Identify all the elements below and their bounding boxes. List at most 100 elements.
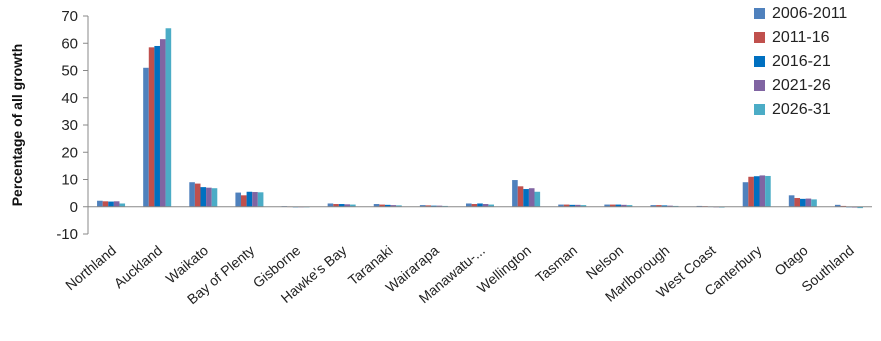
- bar: [119, 203, 126, 207]
- legend-label: 2021-26: [772, 77, 831, 94]
- bar: [563, 204, 570, 207]
- bar: [626, 205, 633, 207]
- bar: [580, 205, 587, 207]
- bar: [517, 186, 524, 207]
- y-tick-label: 60: [61, 35, 78, 52]
- legend-label: 2016-21: [772, 53, 831, 70]
- y-axis: -10 0 10 20 30 40 50 60 70: [56, 8, 89, 243]
- legend-swatch: [754, 104, 765, 115]
- bar: [97, 200, 103, 207]
- bar: [189, 182, 195, 207]
- bar: [794, 198, 801, 207]
- bar: [246, 191, 253, 207]
- y-tick-label: 40: [61, 90, 78, 107]
- bar: [257, 192, 264, 207]
- bar: [759, 175, 766, 207]
- bar: [327, 203, 334, 207]
- bar: [834, 204, 841, 207]
- bar: [857, 206, 863, 209]
- y-axis-label: Percentage of all growth: [9, 44, 25, 207]
- bar: [194, 183, 201, 207]
- bar: [200, 187, 207, 207]
- bar: [108, 201, 114, 207]
- legend-swatch: [754, 56, 765, 67]
- y-tick-label: 50: [61, 63, 78, 80]
- bar: [512, 180, 518, 207]
- bar: [742, 182, 749, 207]
- bar: [482, 204, 489, 207]
- bar: [604, 204, 610, 207]
- legend-label: 2006-2011: [772, 5, 847, 22]
- bar: [471, 204, 478, 207]
- y-tick-label: 0: [70, 199, 78, 216]
- bar: [241, 195, 247, 207]
- bar: [466, 203, 472, 207]
- bar: [206, 187, 212, 207]
- bar: [143, 67, 149, 207]
- bar: [333, 204, 339, 207]
- bar: [338, 204, 345, 207]
- bar: [436, 205, 443, 207]
- legend-swatch: [754, 8, 765, 19]
- bar: [384, 204, 391, 207]
- bar: [523, 189, 529, 207]
- legend-label: 2011-16: [772, 29, 830, 46]
- bar: [650, 205, 657, 207]
- category-label: Northland: [62, 242, 119, 293]
- y-tick-label: 20: [61, 144, 78, 161]
- bar: [396, 205, 402, 207]
- bar: [235, 192, 242, 207]
- bar: [425, 205, 432, 207]
- bar: [154, 45, 160, 207]
- legend-swatch: [754, 80, 765, 91]
- category-label: Auckland: [111, 242, 165, 291]
- bar: [419, 205, 426, 207]
- category-label: Tasman: [532, 242, 580, 286]
- bar: [800, 198, 806, 207]
- category-label: Nelson: [583, 242, 627, 282]
- bar: [656, 205, 662, 207]
- bar: [753, 176, 760, 207]
- bar: [528, 188, 535, 207]
- bar: [165, 28, 172, 207]
- bar: [621, 204, 627, 207]
- bar: [148, 47, 155, 207]
- bar: [667, 205, 673, 207]
- bar: [159, 39, 166, 207]
- bar: [390, 205, 397, 207]
- bar: [431, 205, 437, 207]
- bar: [350, 204, 356, 207]
- bar: [575, 204, 581, 207]
- bar: [811, 199, 817, 207]
- bar: [534, 191, 541, 207]
- y-tick-label: -10: [56, 226, 78, 243]
- bar: [488, 204, 494, 207]
- bar: [805, 198, 812, 207]
- bar: [373, 204, 380, 207]
- bar: [765, 175, 771, 207]
- bar: [211, 188, 218, 207]
- y-tick-label: 30: [61, 117, 78, 134]
- bar: [748, 176, 754, 207]
- bar: [788, 195, 795, 207]
- y-tick-label: 10: [61, 172, 78, 189]
- category-label: Otago: [771, 242, 811, 279]
- y-tick-label: 70: [61, 8, 78, 25]
- legend: 2006-2011 2011-16 2016-21 2021-26 2026-31: [754, 5, 847, 118]
- bar: [113, 201, 120, 207]
- legend-swatch: [754, 32, 765, 43]
- legend-label: 2026-31: [772, 101, 831, 118]
- bars-group: [97, 28, 863, 209]
- bar: [379, 204, 385, 207]
- bar: [252, 192, 258, 207]
- bar: [102, 201, 109, 207]
- bar: [661, 205, 668, 207]
- bar: [477, 203, 483, 207]
- bar: [569, 204, 576, 207]
- bar: [344, 204, 351, 207]
- bar: [609, 204, 616, 207]
- bar: [558, 204, 564, 207]
- bar: [615, 204, 622, 207]
